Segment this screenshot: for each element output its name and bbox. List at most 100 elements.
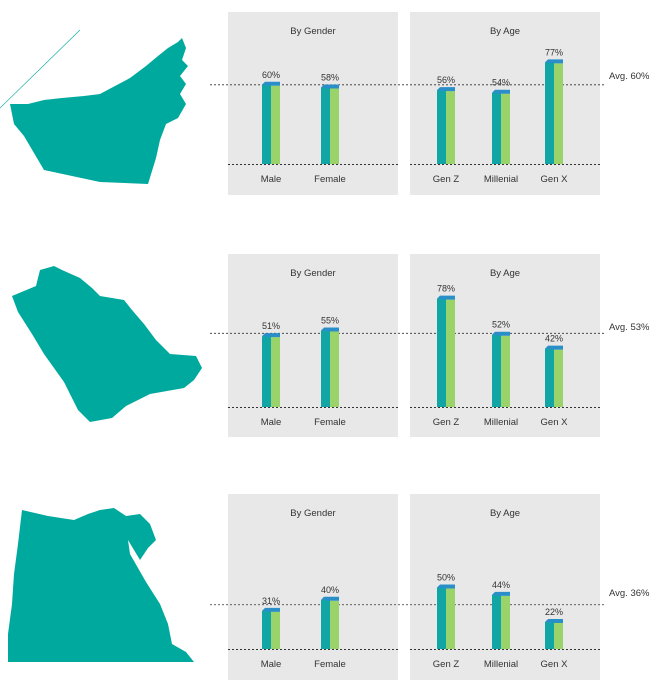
category-label: Millenial <box>484 174 518 185</box>
age-bar-0 <box>437 87 455 164</box>
chart-row-egypt: By Gender By Age 31% Male 40% Female 50% Gen … <box>0 484 666 684</box>
bar-front-dark <box>321 599 330 649</box>
bar-top <box>262 607 280 612</box>
data-label: 40% <box>321 585 339 595</box>
bar-top <box>437 295 455 300</box>
average-label: Avg. 60% <box>609 71 650 82</box>
data-label: 55% <box>321 316 339 326</box>
panel-title: By Age <box>489 508 521 519</box>
data-label: 50% <box>437 573 455 583</box>
bar-front-light <box>271 611 280 649</box>
egypt-map-icon <box>8 508 194 662</box>
data-label: 58% <box>321 72 339 82</box>
panel-title: By Age <box>489 26 521 37</box>
category-label: Millenial <box>484 417 518 428</box>
bar-front-light <box>446 588 455 649</box>
average-label: Avg. 53% <box>609 322 650 333</box>
data-label: 51% <box>262 321 280 331</box>
bar-front-dark <box>437 587 446 649</box>
age-bar-2 <box>545 618 563 649</box>
bar-front-light <box>271 85 280 164</box>
gender-panel: By Gender <box>228 254 398 437</box>
bar-top <box>492 89 510 94</box>
bar-top <box>492 331 510 336</box>
bar-front-dark <box>492 92 501 164</box>
category-label: Female <box>314 659 346 670</box>
bar-front-light <box>446 91 455 164</box>
bar-front-dark <box>262 610 271 649</box>
category-label: Gen X <box>541 174 569 185</box>
bar-front-light <box>554 63 563 164</box>
bar-top <box>321 596 339 601</box>
panel-title: By Gender <box>290 268 336 279</box>
panel-title: By Age <box>489 268 521 279</box>
data-label: 52% <box>492 320 510 330</box>
gender-bar-1 <box>321 596 339 649</box>
age-bar-0 <box>437 584 455 649</box>
category-label: Female <box>314 174 346 185</box>
gender-panel: By Gender <box>228 494 398 680</box>
bar-front-dark <box>492 594 501 649</box>
bar-front-light <box>330 88 339 164</box>
gender-bar-0 <box>262 607 280 649</box>
bar-front-light <box>501 93 510 164</box>
bar-front-dark <box>262 84 271 164</box>
bar-front-dark <box>545 62 554 164</box>
bar-front-light <box>271 337 280 407</box>
bar-front-light <box>446 299 455 407</box>
data-label: 77% <box>545 47 563 57</box>
bar-top <box>545 59 563 64</box>
bar-chart: 60% Male 58% Female 56% Gen Z 54% Millenial 77% G… <box>210 47 604 185</box>
category-label: Gen X <box>541 659 569 670</box>
category-label: Gen Z <box>433 659 460 670</box>
age-bar-0 <box>437 295 455 407</box>
bar-chart: 51% Male 55% Female 78% Gen Z 52% Millenial 42% G… <box>210 284 604 428</box>
category-label: Millenial <box>484 659 518 670</box>
bar-top <box>545 618 563 623</box>
data-label: 22% <box>545 607 563 617</box>
data-label: 42% <box>545 334 563 344</box>
bar-top <box>437 584 455 589</box>
bar-front-light <box>330 331 339 407</box>
panel-title: By Gender <box>290 26 336 37</box>
bar-front-dark <box>321 330 330 407</box>
category-label: Male <box>261 659 282 670</box>
chart-row-saudi: By Gender By Age 51% Male 55% Female 78% Gen … <box>0 242 666 442</box>
category-label: Gen Z <box>433 417 460 428</box>
gender-bar-0 <box>262 81 280 164</box>
bar-front-light <box>554 349 563 407</box>
bar-top <box>321 84 339 89</box>
saudi-arabia-map-icon <box>12 266 202 422</box>
gender-bar-1 <box>321 327 339 407</box>
data-label: 31% <box>262 596 280 606</box>
bar-front-dark <box>437 90 446 164</box>
bar-front-dark <box>492 334 501 407</box>
bar-front-dark <box>545 621 554 649</box>
bar-top <box>437 87 455 92</box>
category-label: Gen Z <box>433 174 460 185</box>
bar-top <box>321 327 339 332</box>
data-label: 56% <box>437 75 455 85</box>
bar-top <box>262 81 280 86</box>
age-bar-1 <box>492 331 510 407</box>
average-label: Avg. 36% <box>609 588 650 599</box>
bar-front-dark <box>262 336 271 407</box>
gender-bar-1 <box>321 84 339 164</box>
data-label: 60% <box>262 70 280 80</box>
age-bar-2 <box>545 59 563 164</box>
age-bar-1 <box>492 89 510 164</box>
bar-front-light <box>330 600 339 649</box>
bar-front-light <box>554 622 563 649</box>
bar-front-dark <box>437 298 446 407</box>
bar-front-light <box>501 595 510 649</box>
uae-map-icon <box>0 29 188 184</box>
bar-top <box>492 591 510 596</box>
category-label: Female <box>314 417 346 428</box>
category-label: Male <box>261 174 282 185</box>
bar-front-dark <box>321 87 330 164</box>
chart-row-uae: By Gender By Age 60% Male 58% Female 56% Gen … <box>0 0 666 200</box>
bar-top <box>545 345 563 350</box>
panel-title: By Gender <box>290 508 336 519</box>
age-bar-2 <box>545 345 563 407</box>
age-bar-1 <box>492 591 510 649</box>
